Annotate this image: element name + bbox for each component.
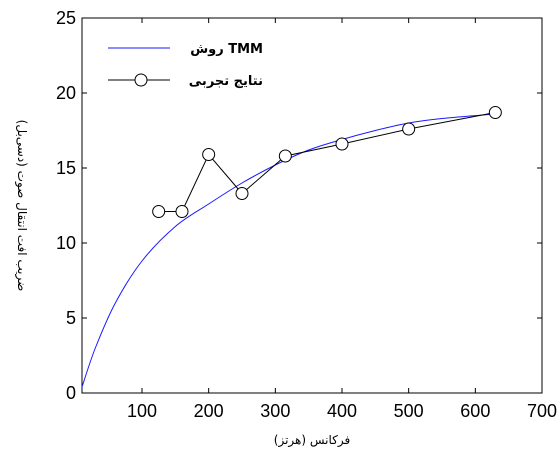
series-line <box>158 112 496 212</box>
data-point <box>152 205 166 218</box>
x-axis-title: فرکانس (هرتز) <box>274 433 350 448</box>
y-tick-label: 25 <box>56 8 76 28</box>
x-tick-label: 600 <box>460 401 490 421</box>
series-layer <box>81 106 502 388</box>
y-tick-label: 20 <box>56 83 76 103</box>
x-tick-label: 100 <box>127 401 157 421</box>
y-tick-label: 0 <box>66 383 76 403</box>
data-point <box>175 205 189 218</box>
data-point <box>278 149 292 163</box>
legend-label: روش TMM <box>190 42 263 57</box>
legend-marker <box>134 73 148 87</box>
series-1 <box>152 106 502 218</box>
data-point <box>235 187 249 200</box>
y-tick-label: 15 <box>56 158 76 178</box>
data-point <box>488 106 502 119</box>
legend: روش TMM نتایج تجربی <box>108 42 263 89</box>
plot-area: 100 200 300 400 500 600 700 0 5 10 15 20 25 <box>56 8 557 421</box>
x-tick-label: 500 <box>394 401 424 421</box>
x-tick-label: 700 <box>527 401 557 421</box>
data-point <box>335 137 349 151</box>
x-tick-label: 300 <box>260 401 290 421</box>
y-tick-label: 10 <box>56 233 76 253</box>
x-tick-label: 400 <box>327 401 357 421</box>
x-tick-label: 200 <box>194 401 224 421</box>
y-tick-label: 5 <box>66 308 76 328</box>
data-point <box>202 148 216 161</box>
y-axis-title: ضریب افت انتقال صوت (دسی‌بل) <box>14 120 29 292</box>
data-point <box>402 122 416 136</box>
plot-frame <box>81 17 543 394</box>
legend-label: نتایج تجربی <box>189 74 263 89</box>
